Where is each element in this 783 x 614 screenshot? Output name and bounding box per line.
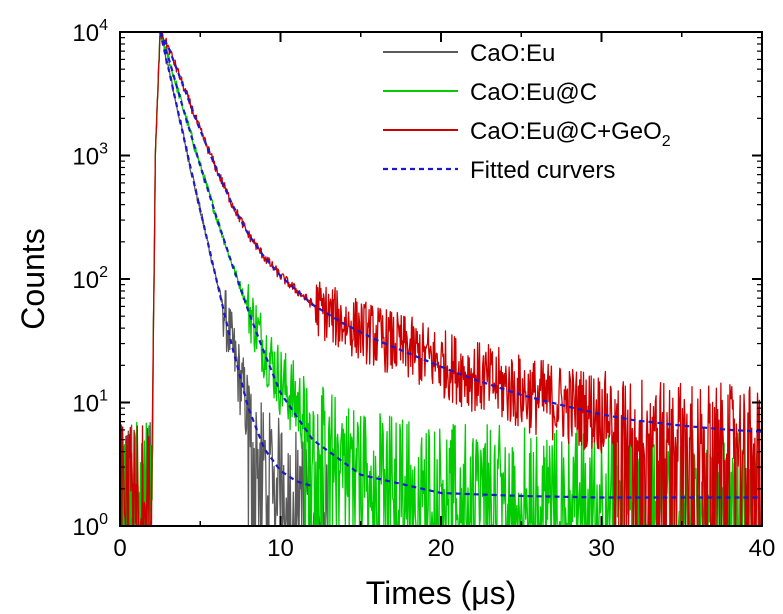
y-tick-exponent: 3 xyxy=(99,141,108,158)
legend-label: CaO:Eu@C xyxy=(470,79,597,106)
plot-area xyxy=(120,32,762,526)
y-tick-label: 104 xyxy=(72,17,108,47)
y-axis-title: Counts xyxy=(15,228,51,329)
x-tick-label: 40 xyxy=(749,535,776,562)
y-tick-label: 101 xyxy=(72,388,108,418)
y-tick-label: 103 xyxy=(72,141,108,171)
x-tick-label: 30 xyxy=(588,535,615,562)
x-axis-title: Times (μs) xyxy=(366,575,517,611)
y-tick-label: 100 xyxy=(72,511,108,541)
x-tick-label: 10 xyxy=(267,535,294,562)
legend-label: Fitted curvers xyxy=(470,157,615,184)
y-tick-exponent: 4 xyxy=(99,17,108,34)
legend-label-text: Fitted curvers xyxy=(470,157,615,184)
y-tick-base: 10 xyxy=(72,267,99,294)
legend-label-text: CaO:Eu@C xyxy=(470,79,597,106)
legend-label-text: CaO:Eu@C+GeO xyxy=(470,118,662,145)
legend-label-subscript: 2 xyxy=(662,133,671,150)
legend-item: CaO:Eu@C xyxy=(383,79,597,106)
legend-item: Fitted curvers xyxy=(383,157,615,184)
y-tick-base: 10 xyxy=(72,144,99,171)
x-tick-label: 20 xyxy=(428,535,455,562)
y-tick-base: 10 xyxy=(72,20,99,47)
y-tick-exponent: 2 xyxy=(99,264,108,281)
x-tick-label: 0 xyxy=(113,535,126,562)
series-line-2 xyxy=(120,32,762,526)
y-tick-base: 10 xyxy=(72,514,99,541)
fitted-curve-2 xyxy=(159,32,762,433)
legend-label: CaO:Eu xyxy=(470,40,555,67)
y-tick-base: 10 xyxy=(72,391,99,418)
legend-item: CaO:Eu@C+GeO2 xyxy=(383,118,671,150)
y-tick-exponent: 0 xyxy=(99,511,108,528)
legend-label-text: CaO:Eu xyxy=(470,40,555,67)
fitted-curve-1 xyxy=(159,32,762,499)
legend-item: CaO:Eu xyxy=(383,40,555,67)
y-tick-label: 102 xyxy=(72,264,108,294)
legend-label: CaO:Eu@C+GeO2 xyxy=(470,118,671,150)
y-tick-exponent: 1 xyxy=(99,388,108,405)
